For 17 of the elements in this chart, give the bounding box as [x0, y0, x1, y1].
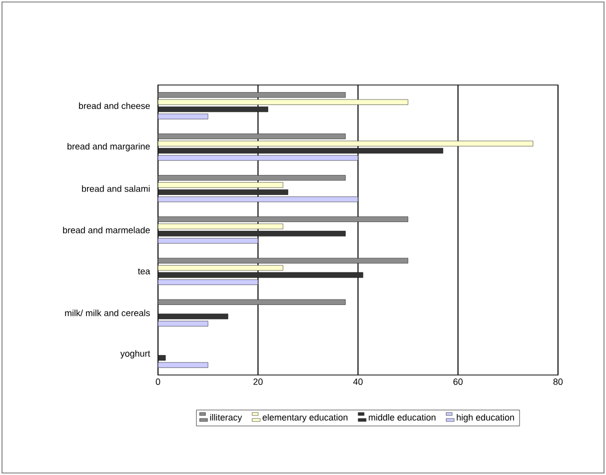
x-tick-label: 60 — [453, 378, 463, 385]
y-tick-label: yoghurt — [120, 350, 150, 358]
bar — [158, 182, 284, 188]
y-tick-label: bread and salami — [82, 185, 150, 192]
x-tick-label: 40 — [353, 378, 363, 385]
x-tick-label: 0 — [156, 378, 160, 385]
y-tick-label: bread and margarine — [68, 142, 150, 152]
x-tick-label: 80 — [553, 378, 563, 385]
y-tick-label: bread and cheese — [79, 102, 150, 110]
y-tick-label: milk/ milk and cereals — [65, 310, 150, 316]
legend-label: illiteracy — [210, 414, 242, 422]
y-tick-label: tea — [138, 268, 150, 274]
legend-label: elementary education — [262, 414, 348, 422]
legend-label: high education — [456, 414, 514, 422]
y-tick-label: bread and marmelade — [63, 226, 150, 234]
legend-label: middle education — [368, 414, 436, 421]
x-tick-label: 20 — [253, 378, 263, 385]
